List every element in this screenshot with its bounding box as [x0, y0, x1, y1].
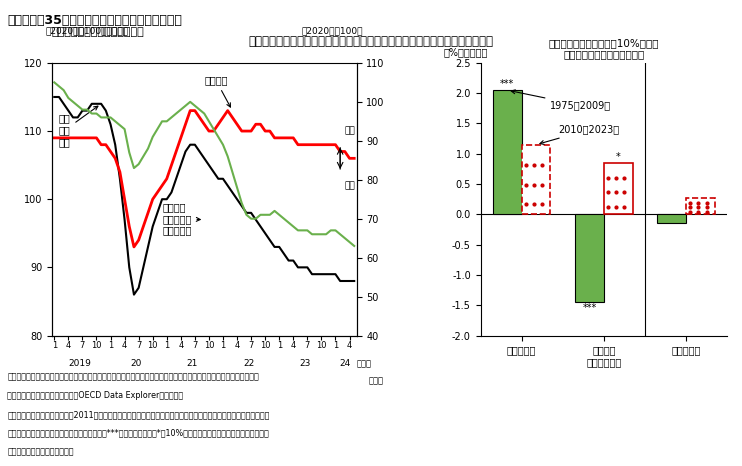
Text: 21: 21 [187, 359, 198, 368]
Text: でないことを示す。: でないことを示す。 [7, 447, 74, 456]
Bar [686, 198, 715, 214]
Text: ***: *** [582, 303, 597, 313]
Text: （備考）１．財務省「貿易統計」、日本銀行「実効為替レート」、「企業物価指数」、「実質輸出入の動向」、経済産: （備考）１．財務省「貿易統計」、日本銀行「実効為替レート」、「企業物価指数」、「… [7, 373, 259, 382]
Bar [657, 214, 686, 224]
Text: （2020年＝100、３ＭＡ）: （2020年＝100、３ＭＡ） [46, 27, 129, 36]
Text: （%ポイント）: （%ポイント） [444, 48, 488, 57]
Text: 輸出
数量
指数: 輸出 数量 指数 [59, 106, 98, 147]
Title: （２）為替レート変動（10%減価）
の輸出等への影響（ＶＡＲ）: （２）為替レート変動（10%減価） の輸出等への影響（ＶＡＲ） [548, 38, 659, 59]
Text: （月）: （月） [357, 359, 372, 368]
Text: か月日の累積変化率を示している。***は１％有意水準、*は10%有意水準を示す。破線表記は統計上有意: か月日の累積変化率を示している。***は１％有意水準、*は10%有意水準を示す。… [7, 429, 269, 438]
Text: 第１－１－35図　輸出と為替レートの推移、関係: 第１－１－35図 輸出と為替レートの推移、関係 [7, 14, 183, 27]
Bar [575, 214, 604, 302]
Text: ２．（２）は、塩路（2011）を参考に、ＶＡＲモデルにより推計。詳細は付注１－３を参照。ショックから６: ２．（２）は、塩路（2011）を参考に、ＶＡＲモデルにより推計。詳細は付注１－３… [7, 410, 270, 419]
Text: 20: 20 [131, 359, 142, 368]
Text: 業省「鉱工業指数」、OECD Data Explorerより作成。: 業省「鉱工業指数」、OECD Data Explorerより作成。 [7, 391, 183, 400]
Text: （年）: （年） [368, 376, 384, 385]
Text: 22: 22 [243, 359, 255, 368]
Text: 円高: 円高 [345, 127, 355, 136]
Text: 為替レートの円安は、過去に比べ、実質輸出には影響を与えにくくなっている: 為替レートの円安は、過去に比べ、実質輸出には影響を与えにくくなっている [249, 35, 493, 48]
Text: ***: *** [500, 79, 514, 89]
Text: 2010～2023年: 2010～2023年 [540, 124, 620, 144]
Text: *: * [616, 152, 620, 162]
Text: 2019: 2019 [68, 359, 91, 368]
Text: 23: 23 [299, 359, 311, 368]
Text: 実質輸出: 実質輸出 [204, 75, 231, 107]
Bar [493, 90, 522, 214]
Text: 実質実効
為替レート
（目盛右）: 実質実効 為替レート （目盛右） [162, 202, 200, 235]
Bar [604, 163, 633, 214]
Text: 円安: 円安 [345, 181, 355, 190]
Bar [522, 145, 551, 214]
Text: 1975～2009年: 1975～2009年 [511, 90, 611, 110]
Text: 24: 24 [339, 359, 350, 368]
Text: （2020年＝100）: （2020年＝100） [301, 27, 363, 36]
Text: （１）輸出と為替レートの推移: （１）輸出と為替レートの推移 [52, 27, 145, 37]
